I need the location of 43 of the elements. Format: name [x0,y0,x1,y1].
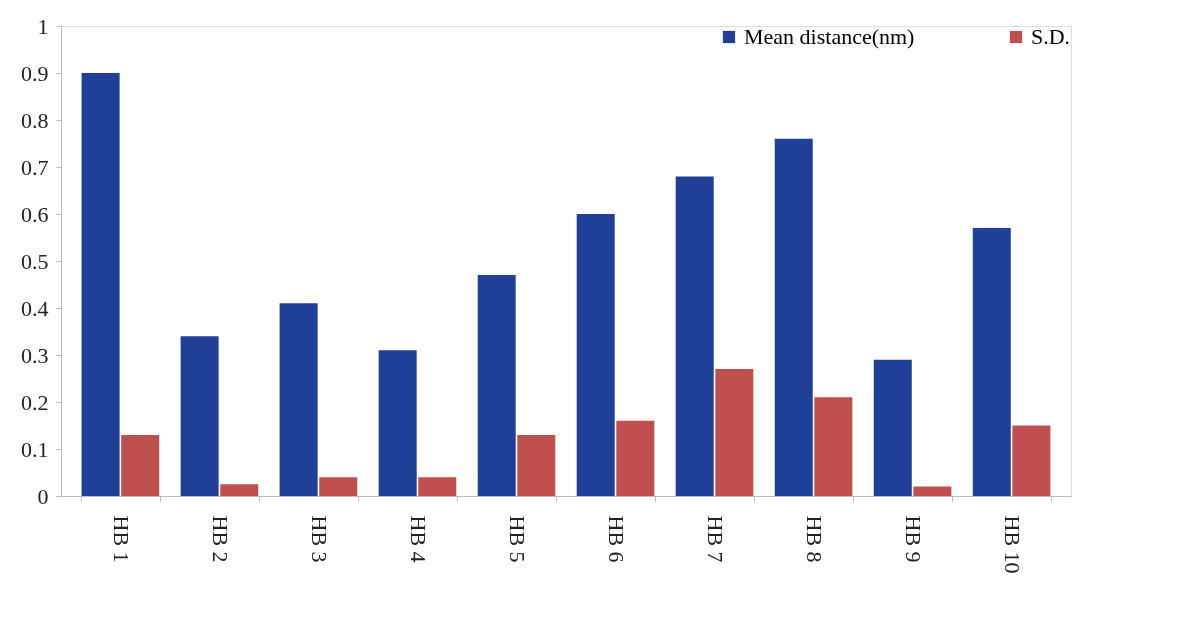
y-tick-label: 0.2 [21,389,49,415]
x-tick-label: HB 2 [207,515,233,563]
bar [81,73,120,496]
x-tick-label: HB 4 [405,515,431,563]
legend-label: S.D. [1031,24,1071,49]
bar [616,420,655,496]
bar [1012,425,1051,496]
bar [774,138,813,496]
bar [121,434,160,496]
bar [715,369,754,496]
bar [378,350,417,496]
y-tick-label: 0.9 [21,60,49,86]
bar [477,275,516,496]
x-tick-label: HB 5 [504,515,530,563]
bar [576,214,615,496]
bar [972,228,1011,496]
bar [418,477,457,496]
bar [913,486,952,496]
bar [180,336,219,496]
y-tick-label: 0 [37,483,49,509]
bar [517,434,556,496]
y-tick-label: 0.5 [21,248,49,274]
bar [675,176,714,496]
x-tick-label: HB 10 [1000,515,1026,574]
y-tick-label: 0.3 [21,342,49,368]
y-tick-label: 0.8 [21,107,49,133]
y-tick-label: 0.1 [21,436,49,462]
y-tick-label: 0.4 [21,295,49,321]
bar [279,303,318,496]
x-tick-label: HB 3 [306,515,332,563]
x-tick-label: HB 9 [901,515,927,563]
x-tick-label: HB 7 [703,515,729,563]
legend-label: Mean distance(nm) [744,24,915,49]
x-tick-label: HB 8 [802,515,828,563]
y-tick-label: 0.7 [21,154,49,180]
x-tick-label: HB 1 [108,515,134,563]
y-tick-label: 0.6 [21,201,49,227]
x-tick-label: HB 6 [604,515,630,563]
y-tick-label: 1 [37,13,49,39]
bar [220,484,259,496]
bar [319,477,358,496]
bar [814,397,853,496]
bar [873,359,912,496]
